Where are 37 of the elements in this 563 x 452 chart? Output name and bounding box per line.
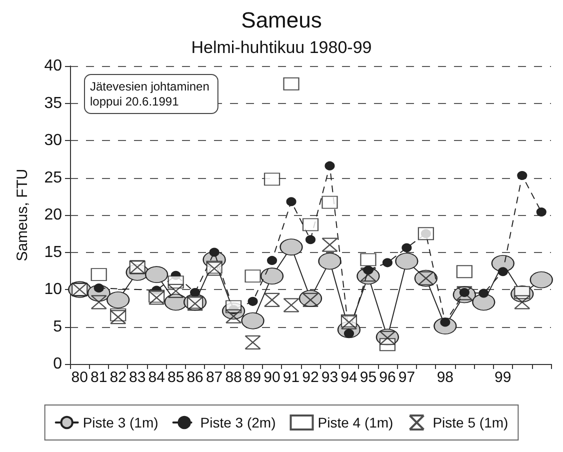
y-tick-label: 0 xyxy=(53,356,62,372)
legend-label: Piste 4 (1m) xyxy=(318,414,394,430)
x-tick-label: 92 xyxy=(302,369,319,386)
annotation: Jätevesien johtaminen loppui 20.6.1991 xyxy=(90,80,210,108)
chart-title: Sameus xyxy=(241,8,322,32)
legend-label: Piste 3 (2m) xyxy=(200,414,276,430)
x-tick-label: 94 xyxy=(340,369,358,386)
x-tick-label: 80 xyxy=(71,369,88,386)
y-tick-label: 35 xyxy=(44,94,62,112)
y-tick-label: 30 xyxy=(44,132,62,149)
legend-label: Piste 3 (1m) xyxy=(82,414,158,430)
y-tick-label: 40 xyxy=(44,58,62,74)
x-tick-label: 88 xyxy=(225,369,242,386)
x-tick-label: 81 xyxy=(90,369,108,386)
y-tick-label: 10 xyxy=(44,281,62,298)
y-tick-label: 5 xyxy=(53,318,62,336)
x-tick-label: 95 xyxy=(360,369,377,386)
x-tick-label: 84 xyxy=(148,369,165,386)
x-tick-label: 89 xyxy=(244,369,262,386)
x-tick-label: 97 xyxy=(398,369,416,386)
legend-label: Piste 5 (1m) xyxy=(432,414,508,430)
x-tick-label: 83 xyxy=(128,369,146,386)
y-tick-label: 20 xyxy=(44,206,62,224)
x-tick-label: 98 xyxy=(436,369,454,386)
y-tick-label: 15 xyxy=(44,244,62,261)
x-tick-label: 85 xyxy=(167,369,184,386)
chart-subtitle: Helmi-huhtikuu 1980-99 xyxy=(191,38,372,57)
x-tick-label: 90 xyxy=(264,369,280,386)
x-tick-label: 96 xyxy=(379,369,396,386)
x-tick-label: 93 xyxy=(321,369,338,386)
x-tick-label: 91 xyxy=(282,369,300,386)
y-axis-title: Sameus, FTU xyxy=(14,168,31,262)
x-tick-label: 86 xyxy=(186,369,204,386)
x-tick-label: 82 xyxy=(110,369,126,386)
x-tick-label: 87 xyxy=(206,369,223,386)
x-tick-label: 99 xyxy=(494,369,512,386)
y-tick-label: 25 xyxy=(44,169,62,186)
